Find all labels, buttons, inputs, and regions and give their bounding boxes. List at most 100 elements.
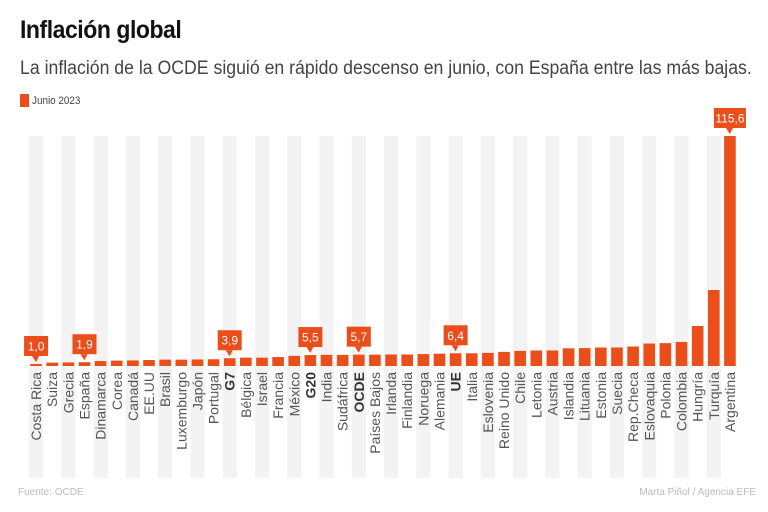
category-label: Islandia bbox=[561, 372, 577, 420]
category-label: Brasil bbox=[157, 372, 173, 407]
background-stripe bbox=[190, 136, 205, 478]
category-label: Portugal bbox=[206, 372, 222, 424]
category-label: Eslovaquia bbox=[641, 372, 657, 441]
category-label: México bbox=[286, 372, 302, 417]
category-label: Suecia bbox=[609, 372, 625, 415]
data-label-text: 115,6 bbox=[715, 112, 744, 126]
background-stripe bbox=[642, 136, 657, 478]
category-label: Suiza bbox=[44, 372, 60, 407]
category-label: Francia bbox=[270, 372, 286, 419]
bar bbox=[482, 352, 494, 366]
category-label: Turquía bbox=[706, 372, 722, 420]
bar bbox=[304, 355, 317, 366]
data-label-box bbox=[217, 330, 242, 351]
bar bbox=[465, 353, 478, 366]
bar bbox=[207, 359, 220, 366]
background-stripe bbox=[222, 136, 237, 478]
data-label-text: 5,5 bbox=[302, 331, 319, 345]
bar bbox=[627, 346, 639, 366]
category-label: UE bbox=[448, 372, 464, 391]
category-label: Eslovenia bbox=[480, 372, 496, 433]
background-stripe bbox=[254, 136, 270, 478]
background-stripe bbox=[513, 136, 528, 478]
data-label: 3,9 bbox=[217, 330, 242, 357]
bar bbox=[401, 354, 414, 366]
category-label: Irlanda bbox=[383, 372, 399, 415]
bar bbox=[352, 354, 365, 366]
bar bbox=[611, 347, 623, 366]
chart-title: Inflación global bbox=[20, 16, 182, 44]
data-label-pointer bbox=[451, 345, 459, 352]
legend-label: Junio 2023 bbox=[32, 94, 81, 107]
data-label: 1,9 bbox=[72, 334, 97, 361]
bar bbox=[498, 351, 510, 366]
bar bbox=[143, 360, 155, 366]
bar bbox=[256, 357, 268, 366]
bar bbox=[595, 347, 607, 366]
bar bbox=[336, 354, 349, 366]
category-label: Chile bbox=[512, 372, 528, 404]
category-label: EE.UU bbox=[141, 372, 157, 415]
bar bbox=[62, 362, 75, 366]
category-label: Japón bbox=[189, 372, 205, 410]
data-label-text: 1,0 bbox=[28, 340, 45, 354]
category-label: Italia bbox=[464, 372, 480, 402]
data-label-pointer bbox=[354, 346, 362, 353]
bar bbox=[175, 359, 188, 366]
data-label-box bbox=[24, 336, 49, 356]
data-label: 6,4 bbox=[443, 325, 468, 352]
background-stripe bbox=[125, 136, 140, 478]
bar bbox=[191, 359, 204, 366]
bar bbox=[546, 350, 559, 366]
category-label: Lituania bbox=[577, 372, 593, 421]
category-label: Argentina bbox=[722, 372, 738, 432]
category-label: Corea bbox=[109, 372, 125, 410]
category-label: Finlandia bbox=[399, 372, 415, 429]
category-label: Colombia bbox=[674, 372, 690, 431]
bar bbox=[78, 362, 91, 366]
bar bbox=[46, 362, 59, 366]
data-label-pointer bbox=[306, 347, 314, 354]
bar bbox=[272, 357, 284, 366]
category-label: Austria bbox=[544, 372, 560, 416]
legend-swatch bbox=[20, 94, 29, 107]
category-label: Sudáfrica bbox=[335, 372, 351, 431]
data-label-box bbox=[346, 326, 371, 347]
bar bbox=[562, 348, 575, 366]
background-stripe bbox=[319, 136, 334, 478]
data-label-box bbox=[298, 327, 323, 348]
bar bbox=[223, 358, 236, 366]
category-label: Dinamarca bbox=[93, 372, 109, 440]
bar bbox=[449, 353, 462, 366]
background-stripe bbox=[384, 136, 399, 478]
data-label-text: 3,9 bbox=[221, 334, 238, 348]
data-label: 115,6 bbox=[713, 108, 746, 134]
bar bbox=[724, 136, 736, 366]
category-label: Noruega bbox=[415, 372, 431, 426]
bar bbox=[433, 353, 446, 366]
bar bbox=[159, 359, 171, 366]
category-label: Grecia bbox=[60, 372, 76, 413]
credit-note: Marta Piñol / Agencia EFE bbox=[639, 487, 756, 498]
bar bbox=[578, 348, 591, 366]
category-label: Canadá bbox=[125, 372, 141, 421]
bar bbox=[514, 350, 526, 366]
bar bbox=[530, 350, 543, 366]
data-label-text: 5,7 bbox=[350, 330, 367, 344]
category-label: Letonia bbox=[528, 372, 544, 418]
background-stripe bbox=[545, 136, 560, 478]
data-label-text: 6,4 bbox=[447, 329, 464, 343]
category-label: Israel bbox=[254, 372, 270, 406]
data-label: 5,5 bbox=[298, 327, 323, 354]
category-label: OCDE bbox=[351, 372, 367, 412]
data-label: 1,0 bbox=[24, 336, 49, 362]
data-label-box bbox=[72, 334, 97, 355]
chart-subtitle: La inflación de la OCDE siguió en rápido… bbox=[20, 58, 752, 79]
data-label: 5,7 bbox=[346, 326, 371, 353]
background-stripe bbox=[29, 136, 44, 478]
bar bbox=[94, 361, 107, 366]
category-label: G20 bbox=[302, 372, 318, 399]
bar bbox=[385, 354, 397, 366]
bar bbox=[643, 343, 656, 366]
